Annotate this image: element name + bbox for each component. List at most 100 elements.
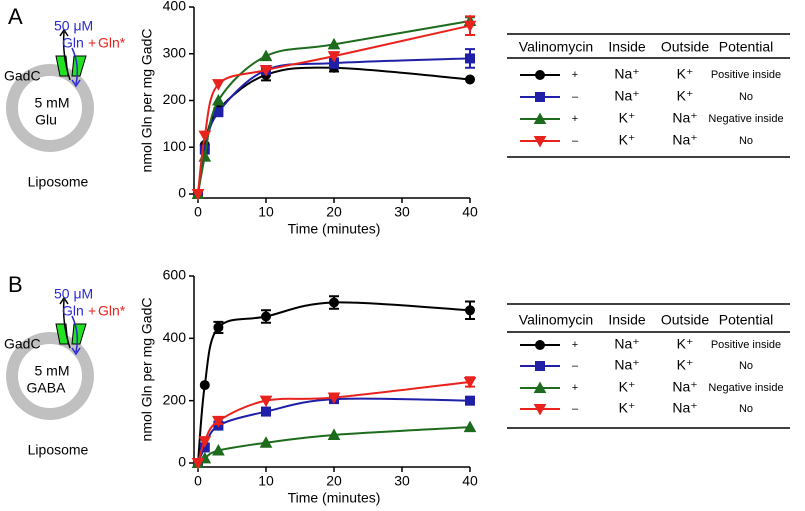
table-cell: Negative inside	[708, 382, 783, 394]
table-cell: K⁺	[619, 110, 636, 126]
marker	[198, 436, 212, 448]
x-tick-label: 20	[326, 473, 342, 489]
table-cell: –	[572, 135, 579, 147]
table-cell: K⁺	[677, 88, 694, 104]
table-cell: +	[572, 382, 578, 394]
marker	[327, 428, 341, 440]
substrate: Gln	[62, 35, 84, 51]
marker	[212, 443, 225, 456]
marker	[533, 381, 547, 393]
table-cell: +	[572, 69, 578, 81]
x-tick-label: 30	[394, 204, 410, 220]
marker	[261, 311, 271, 322]
table-cell: No	[739, 403, 753, 415]
liposome-label: Liposome	[28, 174, 89, 190]
marker	[212, 415, 225, 428]
table-cell: No	[739, 360, 753, 372]
liposome-label: Liposome	[28, 442, 89, 458]
table-cell: Na⁺	[672, 132, 697, 148]
plus: +	[88, 35, 96, 51]
table-cell: +	[572, 339, 578, 351]
x-tick-label: 40	[462, 473, 478, 489]
marker	[212, 93, 225, 106]
marker	[327, 51, 341, 63]
curve	[197, 57, 471, 195]
table-cell: Na⁺	[614, 66, 639, 82]
table-header: Valinomycin	[519, 312, 593, 328]
table-cell: –	[572, 360, 579, 372]
y-tick-label: 600	[163, 267, 187, 283]
marker	[533, 112, 547, 124]
x-tick-label: 0	[194, 473, 202, 489]
inside-substrate: GABA	[27, 380, 67, 396]
marker	[465, 53, 475, 64]
transporter-label: GadC	[4, 336, 41, 352]
y-tick-label: 0	[178, 454, 186, 470]
table-header: Inside	[608, 312, 646, 328]
table-cell: Negative inside	[708, 113, 783, 125]
marker	[535, 92, 545, 102]
marker	[535, 340, 545, 350]
y-tick-label: 200	[163, 391, 187, 407]
table-cell: Positive inside	[711, 339, 781, 351]
table-cell: K⁺	[677, 357, 694, 373]
panel-label: B	[8, 272, 23, 297]
marker	[259, 436, 273, 448]
table-cell: K⁺	[677, 66, 694, 82]
arrow-in	[71, 47, 79, 85]
table-header: Valinomycin	[519, 39, 593, 55]
table-cell: Na⁺	[672, 110, 697, 126]
table-header: Outside	[661, 39, 709, 55]
arrow-out	[62, 31, 71, 81]
marker	[327, 37, 341, 50]
x-tick-label: 10	[258, 204, 274, 220]
marker	[261, 406, 271, 417]
marker	[259, 395, 273, 408]
table-cell: K⁺	[619, 132, 636, 148]
substrate: Gln	[62, 303, 84, 319]
marker	[329, 297, 339, 308]
x-axis-label: Time (minutes)	[288, 221, 381, 237]
inside-concentration: 5 mM	[35, 363, 70, 379]
curve	[197, 66, 471, 195]
marker	[535, 361, 545, 371]
table-cell: K⁺	[677, 336, 694, 352]
marker	[191, 458, 205, 470]
transporter-right	[71, 323, 87, 345]
inside-concentration: 5 mM	[35, 95, 70, 111]
table-cell: Na⁺	[614, 88, 639, 104]
x-tick-label: 30	[394, 473, 410, 489]
curve	[197, 24, 471, 195]
panel-label: A	[8, 4, 23, 29]
arrow-out-head	[59, 28, 69, 37]
marker	[535, 70, 545, 80]
marker	[327, 392, 341, 405]
arrow-in-head	[71, 79, 81, 88]
liposome	[6, 332, 94, 420]
x-tick-label: 0	[194, 204, 202, 220]
plus: +	[88, 303, 96, 319]
table-cell: Na⁺	[672, 379, 697, 395]
arrow-in	[71, 315, 79, 353]
table-cell: Na⁺	[672, 400, 697, 416]
y-tick-label: 100	[163, 138, 187, 154]
table-cell: No	[739, 135, 753, 147]
marker	[198, 130, 212, 143]
y-axis-label: nmol Gln per mg GadC	[139, 298, 155, 442]
y-tick-label: 300	[163, 44, 187, 60]
table-cell: –	[572, 403, 579, 415]
marker	[533, 136, 547, 148]
table-header: Inside	[608, 39, 646, 55]
concentration: 50 μM	[54, 286, 93, 302]
table-cell: +	[572, 113, 578, 125]
x-tick-label: 10	[258, 473, 274, 489]
marker	[259, 65, 273, 77]
y-tick-label: 200	[163, 91, 187, 107]
marker	[463, 376, 477, 389]
tracer: Gln*	[98, 35, 126, 51]
tracer: Gln*	[98, 303, 126, 319]
marker	[465, 74, 475, 85]
marker	[199, 380, 210, 391]
table-cell: –	[572, 91, 579, 103]
